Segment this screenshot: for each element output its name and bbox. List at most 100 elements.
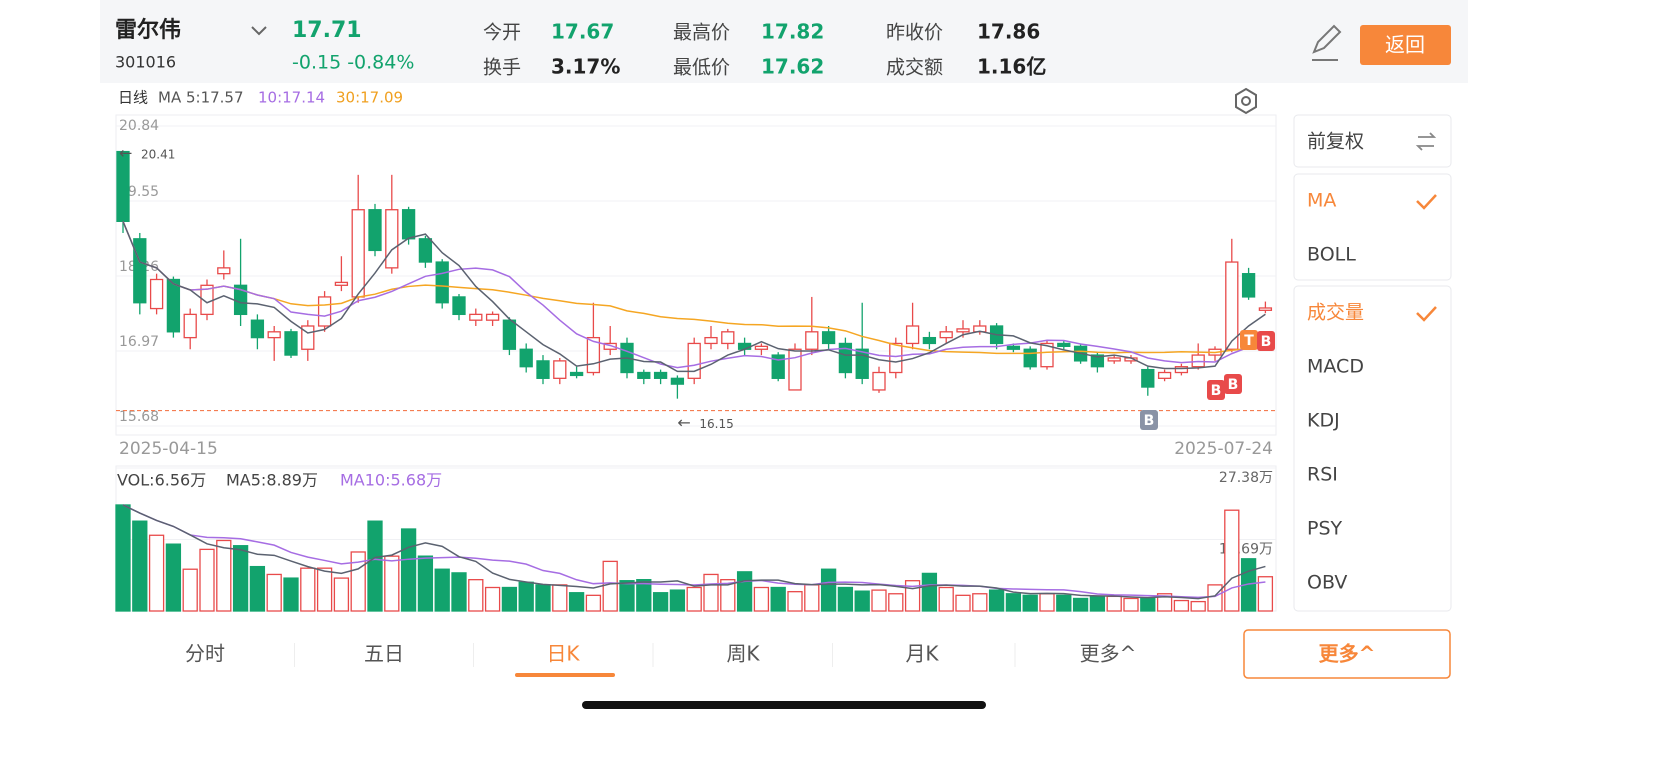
- volume-bar: [1022, 594, 1038, 612]
- volume-bar: [1056, 594, 1072, 612]
- volume-bar: [434, 568, 450, 612]
- candle-body: [401, 209, 416, 240]
- volume-bar: [938, 586, 954, 612]
- vol-ma5-legend: MA5:8.89万: [226, 471, 318, 490]
- side-option[interactable]: BOLL: [1307, 244, 1356, 266]
- candle-body: [1023, 348, 1037, 368]
- volume-bar: [703, 573, 719, 612]
- min-label: 16.15: [699, 417, 733, 431]
- volume-bar: [232, 545, 249, 612]
- volume-bar: [854, 590, 870, 612]
- return-button[interactable]: [1360, 25, 1451, 65]
- return-button-label[interactable]: 返回: [1385, 33, 1425, 57]
- tab[interactable]: 日K: [546, 642, 580, 666]
- candle-body: [217, 267, 231, 275]
- candle-body: [519, 348, 533, 368]
- tab[interactable]: 周K: [726, 642, 760, 666]
- signal-marker: [1207, 380, 1225, 400]
- candle-body: [1006, 345, 1021, 350]
- more-button-label[interactable]: 更多^: [1319, 642, 1376, 666]
- switch-icon: [1415, 132, 1437, 151]
- candle-body: [368, 209, 382, 252]
- volume-bar: [484, 586, 501, 612]
- candle-body: [704, 336, 718, 345]
- volume-bar: [636, 579, 652, 612]
- candle-body: [166, 278, 181, 333]
- max-label: 20.41: [141, 148, 175, 162]
- volume-bar: [266, 573, 282, 612]
- candle-body: [922, 336, 937, 345]
- settings-icon-dot: [1241, 96, 1251, 106]
- candle-body: [502, 319, 517, 350]
- stock-name: 雷尔伟: [115, 17, 181, 43]
- side-option[interactable]: RSI: [1307, 464, 1338, 486]
- volume-bar: [1089, 595, 1106, 612]
- volume-bar: [871, 589, 887, 612]
- side-option[interactable]: 成交量: [1307, 302, 1364, 324]
- candle-body: [805, 331, 819, 350]
- volume-bar: [300, 567, 316, 612]
- ma5-line: [122, 221, 1266, 373]
- edit-icon[interactable]: [1312, 24, 1342, 61]
- volume-bar: [988, 589, 1005, 612]
- x-start-label: 2025-04-15: [119, 439, 218, 459]
- tab[interactable]: 更多^: [1080, 642, 1137, 666]
- volume-bar: [669, 589, 686, 612]
- volume-bar: [1207, 584, 1223, 612]
- volume-bar: [1173, 599, 1190, 612]
- quote-label: 今开: [483, 22, 521, 44]
- side-option[interactable]: PSY: [1307, 518, 1343, 540]
- max-arrow: ←: [119, 144, 132, 163]
- candle-body: [553, 360, 567, 379]
- volume-bar: [333, 577, 350, 612]
- side-option[interactable]: OBV: [1307, 572, 1347, 594]
- vol-ma10-legend: MA10:5.68万: [340, 471, 442, 490]
- signal-marker: [1140, 410, 1158, 430]
- volume-bar: [753, 586, 770, 612]
- settings-icon[interactable]: [1235, 87, 1257, 115]
- ma10-line: [122, 221, 1266, 369]
- volume-bar: [518, 581, 534, 612]
- volume-bar: [1156, 593, 1173, 612]
- volume-bar: [1106, 595, 1122, 612]
- candle-body: [721, 331, 735, 345]
- candle-body: [872, 371, 886, 391]
- candle-body: [1090, 354, 1105, 368]
- candle-body: [1040, 342, 1054, 368]
- quote-label: 换手: [483, 57, 521, 79]
- tab-underline: [515, 673, 615, 677]
- candle-body: [1057, 342, 1071, 347]
- dropdown-icon[interactable]: [251, 26, 267, 36]
- volume-bar: [132, 520, 148, 612]
- candle-body: [1157, 371, 1172, 379]
- check-icon: [1416, 306, 1437, 322]
- candle-body: [821, 331, 836, 345]
- candle-body: [334, 281, 349, 286]
- candle-body: [284, 331, 298, 356]
- candle-body: [317, 296, 332, 327]
- volume-bar: [921, 572, 938, 612]
- candle-body: [1225, 261, 1239, 350]
- side-option[interactable]: MA: [1307, 190, 1336, 212]
- tab[interactable]: 分时: [185, 642, 225, 666]
- volume-bar: [888, 593, 904, 612]
- volume-bar: [972, 593, 988, 612]
- tab[interactable]: 月K: [905, 642, 939, 666]
- more-button[interactable]: [1243, 629, 1451, 679]
- side-option[interactable]: MACD: [1307, 356, 1364, 378]
- side-option[interactable]: KDJ: [1307, 410, 1340, 432]
- candle-body: [1174, 366, 1189, 374]
- volume-bar: [182, 568, 198, 612]
- vol-tick-label: 27.38万: [1219, 470, 1273, 486]
- volume-bar: [720, 579, 736, 612]
- side-group: [1293, 114, 1452, 168]
- tab[interactable]: 五日: [364, 642, 404, 666]
- candle-body: [603, 342, 617, 350]
- y-tick-label: 20.84: [119, 118, 159, 134]
- side-option[interactable]: 前复权: [1307, 131, 1364, 153]
- candle-body: [536, 360, 550, 379]
- signal-marker: [1240, 330, 1258, 350]
- min-arrow: ←: [677, 413, 690, 432]
- volume-bar: [1140, 597, 1156, 612]
